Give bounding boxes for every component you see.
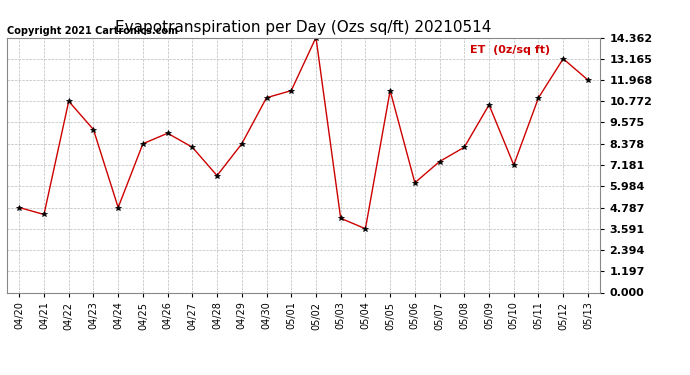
Text: Copyright 2021 Cartronics.com: Copyright 2021 Cartronics.com [7, 26, 178, 36]
Title: Evapotranspiration per Day (Ozs sq/ft) 20210514: Evapotranspiration per Day (Ozs sq/ft) 2… [115, 20, 492, 35]
Text: ET  (0z/sq ft): ET (0z/sq ft) [470, 45, 550, 55]
